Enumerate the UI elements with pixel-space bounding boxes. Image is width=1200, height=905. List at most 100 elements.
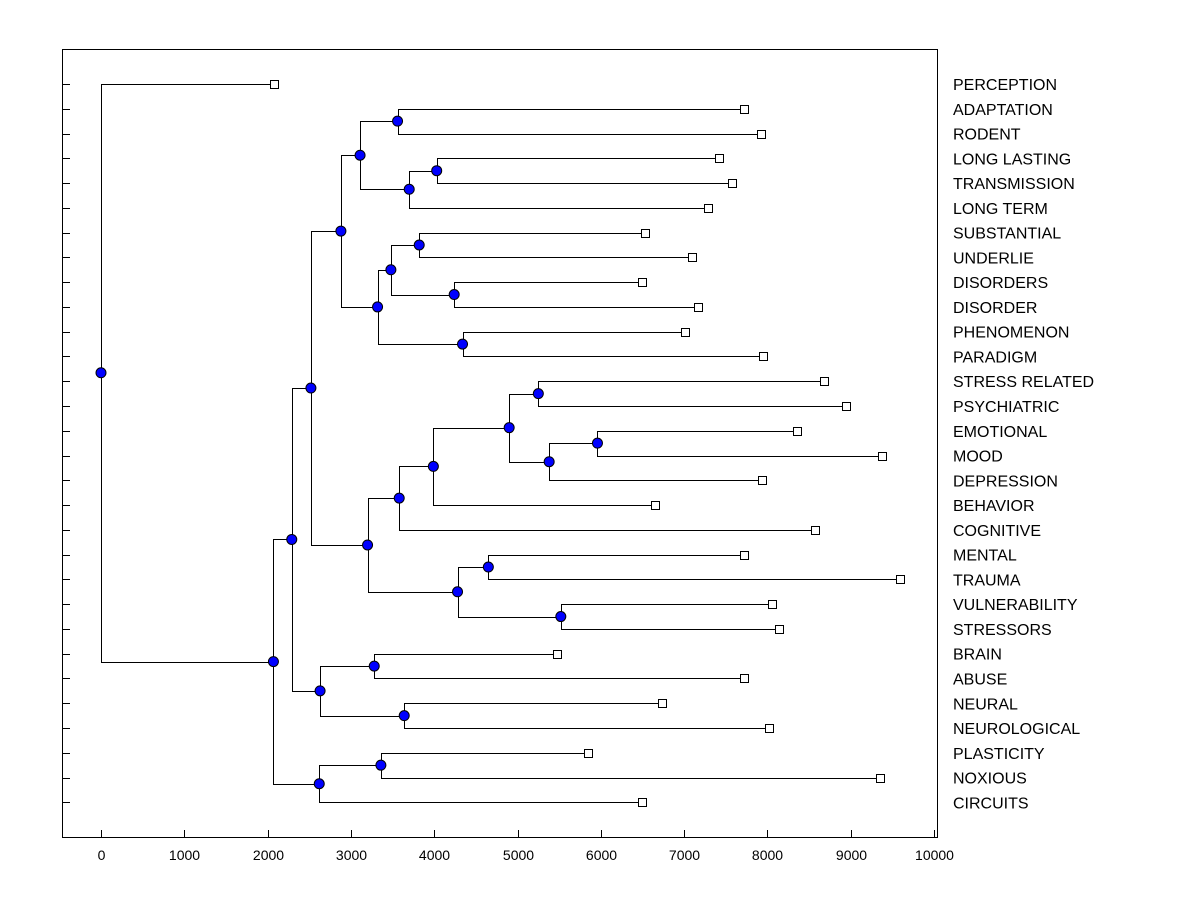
leaf-marker [688,253,697,262]
leaf-marker [842,402,851,411]
branch-link [433,428,656,506]
leaf-marker [775,625,784,634]
branch-link [320,666,405,717]
leaf-marker [638,278,647,287]
leaf-label: BEHAVIOR [953,498,1035,515]
leaf-marker [811,526,820,535]
leaf-marker [658,699,667,708]
branch-lines [101,84,901,803]
x-tick-label: 8000 [752,847,783,863]
leaf-label: MOOD [953,449,1003,466]
leaf-label: NOXIOUS [953,771,1027,788]
x-tick-label: 2000 [253,847,284,863]
leaf-marker [793,427,802,436]
leaf-marker [768,600,777,609]
merge-node [413,239,425,251]
branch-link [538,381,847,407]
leaf-labels: PERCEPTION ADAPTATION RODENT LONG LASTING TR… [953,77,1094,812]
leaf-marker [694,303,703,312]
leaf-marker [820,377,829,386]
branch-link [360,121,410,190]
leaf-label: LONG TERM [953,201,1048,218]
merge-node [393,492,405,504]
branch-link [404,703,770,729]
merge-node [385,264,397,276]
leaf-label: LONG LASTING [953,151,1071,168]
branch-link [399,466,816,531]
merge-node [452,586,464,598]
leaf-marker [553,650,562,659]
x-tick-label: 7000 [669,847,700,863]
leaf-label: DISORDER [953,300,1037,317]
merge-node [335,225,347,237]
branch-link [419,233,693,258]
leaf-label: DISORDERS [953,275,1048,292]
merge-node [362,539,374,551]
leaf-label: NEUROLOGICAL [953,721,1080,738]
x-tick-label: 1000 [169,847,200,863]
leaf-marker [270,80,279,89]
merge-node [403,183,415,195]
leaf-marker [704,204,713,213]
merge-node [427,460,439,472]
leaf-marker [876,774,885,783]
leaf-marker [878,452,887,461]
merge-node [591,437,603,449]
leaf-label: ABUSE [953,671,1007,688]
leaf-label: EMOTIONAL [953,424,1047,441]
merge-node [392,115,404,127]
branch-link [391,245,455,296]
leaf-label: TRAUMA [953,572,1021,589]
leaf-label: PERCEPTION [953,77,1057,94]
leaf-label: CIRCUITS [953,795,1029,812]
merge-node [482,561,494,573]
branch-link [398,109,762,135]
leaf-label: PARADIGM [953,349,1037,366]
leaf-label: STRESS RELATED [953,374,1094,391]
branch-link [273,539,320,785]
leaf-label: RODENT [953,127,1021,144]
merge-node [375,759,387,771]
branch-link [311,231,369,546]
leaf-label: DEPRESSION [953,473,1058,490]
y-tick-marks [62,84,70,803]
merge-node-markers [95,115,603,790]
plot-frame [62,49,938,838]
merge-node [372,301,384,313]
merge-node [368,660,380,672]
merge-node [267,656,279,668]
leaf-label: BRAIN [953,647,1002,664]
branch-link [437,158,733,184]
branch-link [368,498,459,593]
branch-link [381,753,881,779]
x-tick-label: 5000 [503,847,534,863]
branch-link [409,171,709,209]
merge-node [503,422,515,434]
leaf-marker [765,724,774,733]
merge-node [448,289,460,301]
leaf-marker [638,798,647,807]
leaf-label: UNDERLIE [953,250,1034,267]
leaf-label: MENTAL [953,548,1017,565]
branch-link [488,555,901,580]
leaf-label: SUBSTANTIAL [953,226,1061,243]
x-axis: 0 1000 2000 3000 4000 5000 6000 7000 8000 9000 100… [98,830,954,863]
leaf-label: PHENOMENON [953,325,1069,342]
leaf-marker [758,476,767,485]
leaf-label: NEURAL [953,696,1018,713]
merge-node [95,367,107,379]
leaf-markers [270,80,905,807]
leaf-marker [759,352,768,361]
merge-node [314,685,326,697]
leaf-marker [740,551,749,560]
x-tick-label: 10000 [915,847,954,863]
merge-node [532,388,544,400]
merge-node [354,149,366,161]
leaf-marker [757,130,766,139]
merge-node [555,611,567,623]
x-tick-label: 6000 [586,847,617,863]
leaf-marker [740,674,749,683]
branch-link [463,332,764,357]
